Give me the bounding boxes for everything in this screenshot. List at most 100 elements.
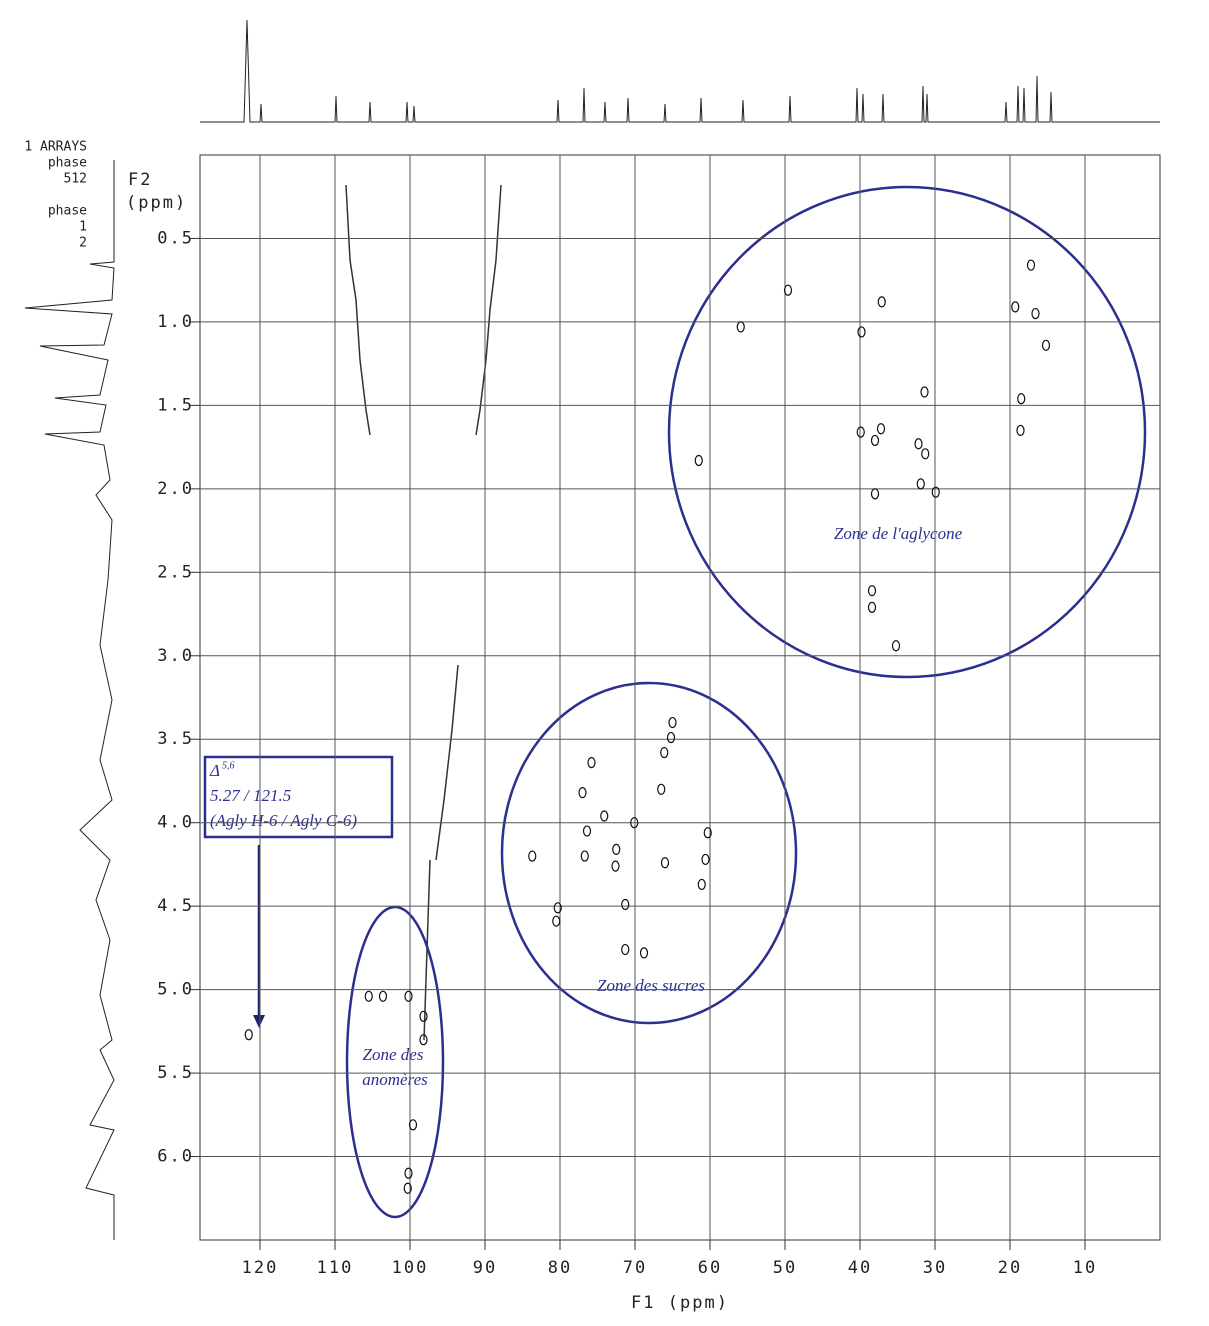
cross-peak (920, 386, 929, 398)
cross-peak (419, 1010, 428, 1022)
cross-peak (857, 326, 866, 338)
cross-peak (403, 1182, 412, 1194)
zone-circle (345, 905, 445, 1219)
side-label: 1 ARRAYS (24, 140, 87, 155)
side-label: phase (48, 204, 87, 219)
side-label: phase (48, 156, 87, 171)
cross-peak (1011, 301, 1020, 313)
cross-peak (1031, 307, 1040, 320)
cross-peak (931, 486, 940, 498)
y-tick-label: 2.5 (157, 562, 194, 582)
x-axis-label: F1 (ppm) (631, 1293, 729, 1313)
x-tick-label: 60 (698, 1258, 722, 1278)
side-label: 512 (64, 172, 87, 187)
cross-peak (553, 902, 562, 914)
x-tick-label: 70 (623, 1258, 647, 1278)
cross-peak (703, 827, 712, 839)
x-tick-label: 50 (773, 1258, 797, 1278)
plot-frame (199, 154, 1161, 1241)
annotation-box (203, 755, 394, 839)
cross-peak (552, 915, 561, 927)
y-tick-label: 3.5 (157, 729, 194, 749)
cross-peak (921, 448, 930, 460)
y-tick-label: 6.0 (157, 1147, 194, 1167)
y-tick-label: 3.0 (157, 646, 194, 666)
x-tick-label: 120 (242, 1258, 279, 1278)
cross-peak (1041, 339, 1051, 351)
annotation-assignment: (Agly H-6 / Agly C-6) (210, 811, 357, 830)
cross-peak (856, 426, 865, 438)
y-axis-label: F2 (128, 170, 152, 190)
cross-peak (660, 746, 669, 759)
cross-peak (578, 787, 587, 799)
cross-peak (870, 434, 880, 447)
cross-peak (408, 1119, 418, 1131)
annotation-delta: Δ (209, 761, 220, 780)
f1-projection (200, 19, 1160, 123)
cross-peak (891, 640, 901, 652)
cross-peak (867, 601, 877, 613)
y-tick-label: 5.5 (157, 1063, 194, 1083)
cross-peak (876, 423, 886, 435)
cross-peak (600, 810, 609, 822)
artifact-streak (475, 184, 502, 436)
x-tick-label: 90 (473, 1258, 497, 1278)
zone-circle (500, 681, 798, 1025)
cross-peak (783, 284, 793, 296)
cross-peak (528, 850, 537, 862)
zone-label: Zone de l'aglycone (834, 524, 963, 543)
cross-peak (666, 731, 676, 744)
x-tick-label: 20 (998, 1258, 1022, 1278)
side-label: 1 (79, 220, 87, 235)
artifact-streak (435, 664, 459, 861)
zone-label: Zone des sucres (597, 976, 705, 995)
cross-peak (867, 585, 877, 597)
zone-circle (667, 185, 1147, 679)
cross-peak (630, 817, 639, 829)
cross-peak (914, 438, 923, 450)
y-tick-label: 2.0 (157, 479, 194, 499)
y-tick-label: 0.5 (157, 228, 194, 248)
zone-label: anomères (362, 1070, 428, 1089)
x-tick-label: 40 (848, 1258, 872, 1278)
cross-peak (404, 990, 413, 1002)
cross-peak (621, 898, 630, 911)
zone-label: Zone des (363, 1045, 424, 1064)
artifact-streak (345, 184, 371, 436)
y-tick-label: 1.0 (157, 312, 194, 332)
cross-peak (621, 943, 630, 956)
cross-peak (660, 857, 670, 869)
cross-peak (612, 843, 621, 856)
cross-peak (697, 878, 706, 891)
x-tick-label: 110 (317, 1258, 354, 1278)
y-tick-label: 5.0 (157, 980, 194, 1000)
x-tick-label: 100 (392, 1258, 429, 1278)
y-tick-label: 4.5 (157, 896, 194, 916)
x-tick-label: 10 (1073, 1258, 1097, 1278)
x-tick-label: 30 (923, 1258, 947, 1278)
cross-peak (736, 321, 745, 333)
cross-peak (639, 947, 649, 959)
cross-peak (1016, 424, 1025, 437)
annotation-sup: 5,6 (222, 760, 235, 771)
cross-peak (611, 860, 620, 872)
annotation-shift: 5.27 / 121.5 (210, 786, 291, 805)
cross-peak (877, 296, 886, 308)
cross-peak (244, 1029, 253, 1041)
cross-peak (668, 716, 677, 729)
arrow-head (253, 1015, 265, 1028)
cross-peak (701, 853, 710, 866)
cross-peak (582, 825, 592, 837)
cross-peak (1017, 393, 1026, 405)
cross-peak (916, 478, 925, 490)
y-axis-label: (ppm) (126, 193, 187, 213)
cross-peak (580, 850, 589, 862)
cross-peak (587, 756, 596, 769)
cross-peak (694, 454, 703, 467)
x-tick-label: 80 (548, 1258, 572, 1278)
side-label: 2 (79, 236, 87, 251)
cross-peak (378, 990, 388, 1002)
cross-peak (419, 1034, 428, 1046)
y-tick-label: 4.0 (157, 813, 194, 833)
